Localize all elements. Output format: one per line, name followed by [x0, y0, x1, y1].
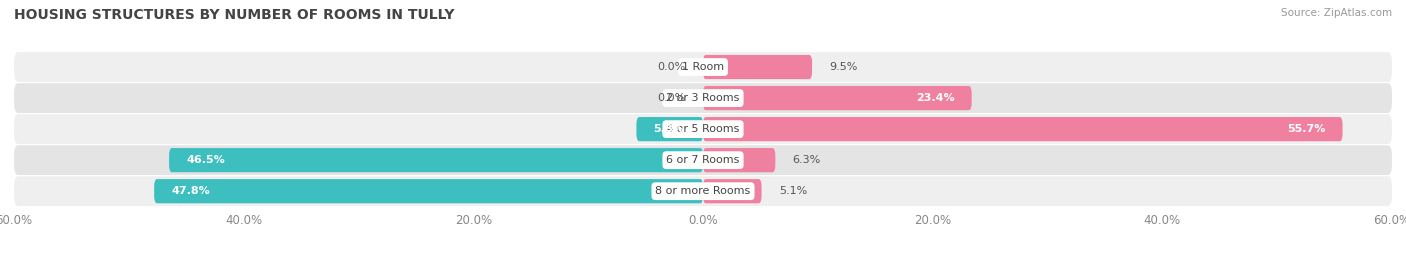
Text: 4 or 5 Rooms: 4 or 5 Rooms [666, 124, 740, 134]
Text: 8 or more Rooms: 8 or more Rooms [655, 186, 751, 196]
Text: 6.3%: 6.3% [793, 155, 821, 165]
Text: 9.5%: 9.5% [830, 62, 858, 72]
FancyBboxPatch shape [703, 179, 762, 203]
FancyBboxPatch shape [14, 114, 1392, 144]
Text: HOUSING STRUCTURES BY NUMBER OF ROOMS IN TULLY: HOUSING STRUCTURES BY NUMBER OF ROOMS IN… [14, 8, 454, 22]
FancyBboxPatch shape [703, 86, 972, 110]
Text: 46.5%: 46.5% [186, 155, 225, 165]
Text: 5.8%: 5.8% [654, 124, 685, 134]
FancyBboxPatch shape [14, 176, 1392, 206]
Text: 1 Room: 1 Room [682, 62, 724, 72]
Text: Source: ZipAtlas.com: Source: ZipAtlas.com [1281, 8, 1392, 18]
FancyBboxPatch shape [703, 148, 775, 172]
FancyBboxPatch shape [14, 52, 1392, 82]
FancyBboxPatch shape [14, 145, 1392, 175]
FancyBboxPatch shape [703, 117, 1343, 141]
FancyBboxPatch shape [169, 148, 703, 172]
Text: 55.7%: 55.7% [1286, 124, 1326, 134]
FancyBboxPatch shape [637, 117, 703, 141]
Text: 0.0%: 0.0% [658, 62, 686, 72]
FancyBboxPatch shape [14, 83, 1392, 113]
Legend: Owner-occupied, Renter-occupied: Owner-occupied, Renter-occupied [576, 266, 830, 269]
Text: 6 or 7 Rooms: 6 or 7 Rooms [666, 155, 740, 165]
FancyBboxPatch shape [155, 179, 703, 203]
Text: 47.8%: 47.8% [172, 186, 209, 196]
Text: 5.1%: 5.1% [779, 186, 807, 196]
Text: 2 or 3 Rooms: 2 or 3 Rooms [666, 93, 740, 103]
Text: 0.0%: 0.0% [658, 93, 686, 103]
Text: 23.4%: 23.4% [915, 93, 955, 103]
FancyBboxPatch shape [703, 55, 813, 79]
